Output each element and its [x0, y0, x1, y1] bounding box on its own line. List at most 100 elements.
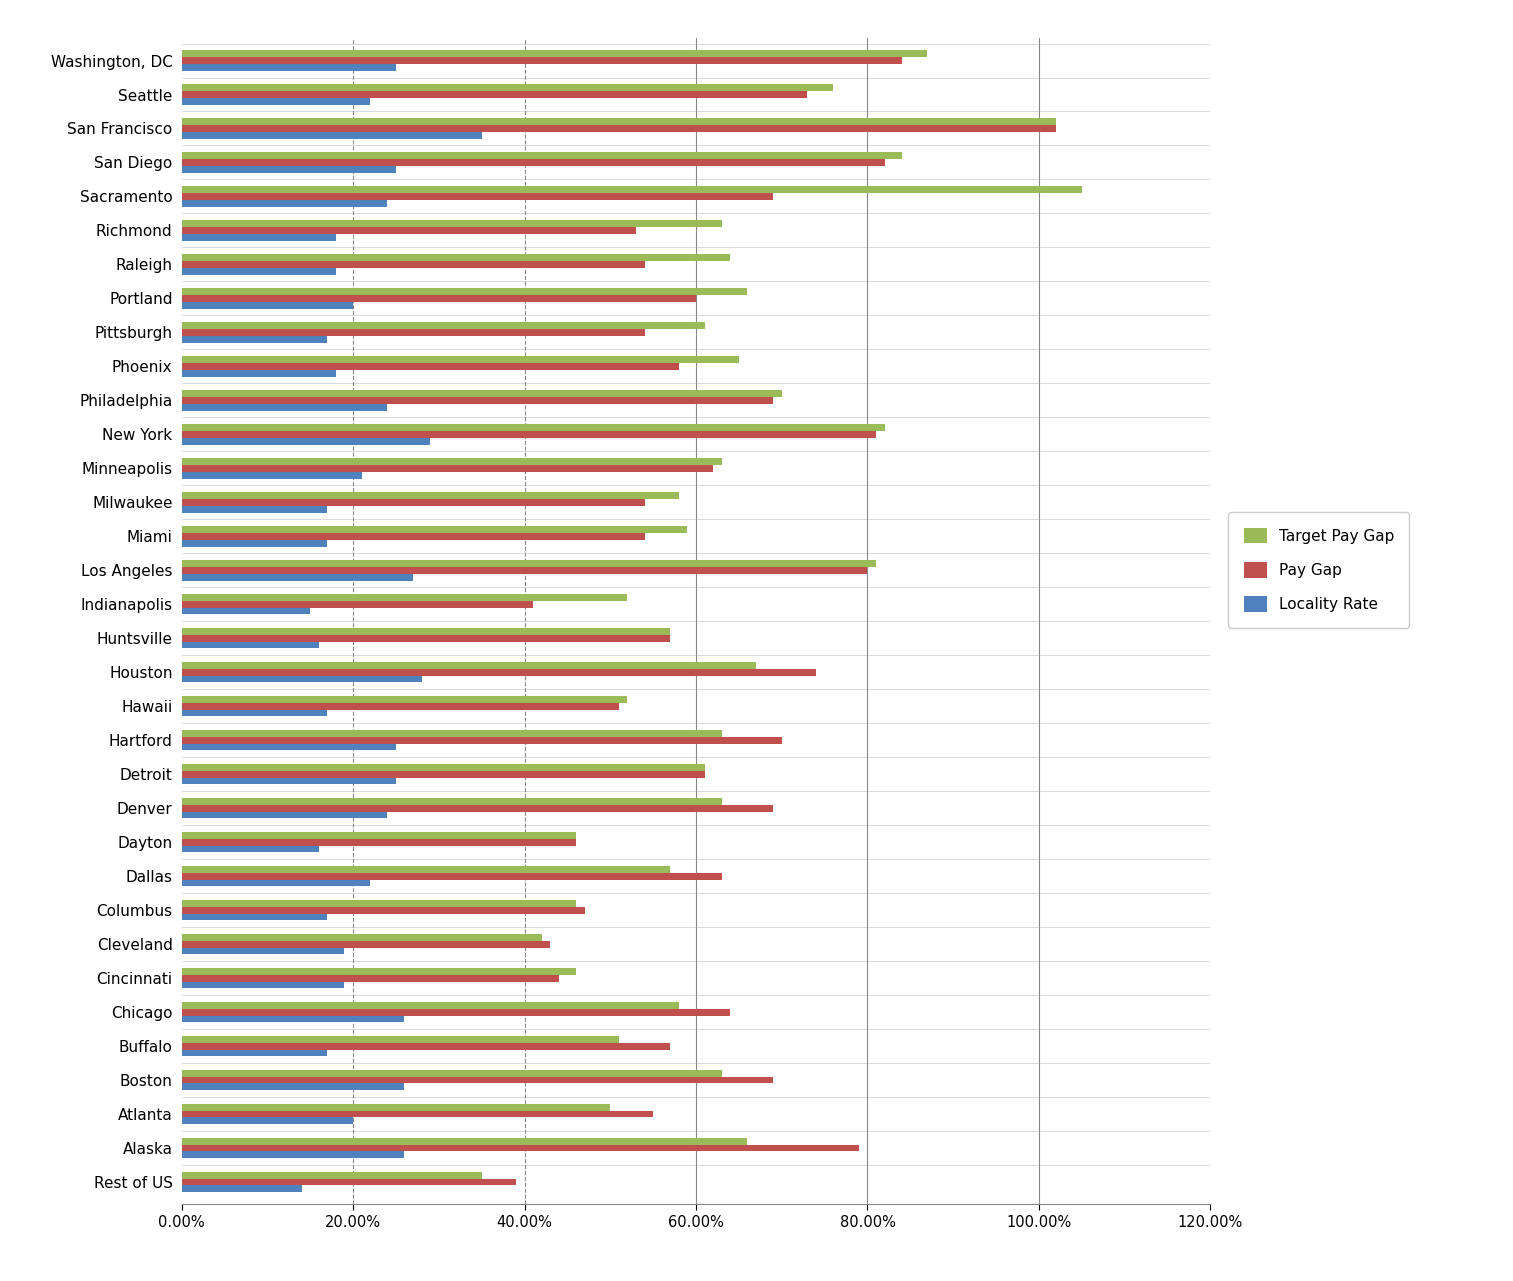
- Bar: [182, 1077, 773, 1084]
- Bar: [182, 193, 773, 200]
- Bar: [182, 430, 876, 438]
- Bar: [182, 506, 327, 512]
- Bar: [182, 526, 687, 533]
- Bar: [182, 1172, 481, 1179]
- Bar: [182, 560, 876, 567]
- Bar: [182, 159, 885, 165]
- Bar: [182, 118, 1056, 126]
- Bar: [182, 1111, 654, 1117]
- Bar: [182, 91, 808, 97]
- Bar: [182, 940, 551, 948]
- Bar: [182, 404, 387, 411]
- Bar: [182, 1070, 722, 1077]
- Bar: [182, 498, 645, 506]
- Bar: [182, 567, 867, 574]
- Bar: [182, 1016, 404, 1022]
- Bar: [182, 594, 628, 601]
- Bar: [182, 254, 731, 261]
- Bar: [182, 64, 396, 70]
- Legend: Target Pay Gap, Pay Gap, Locality Rate: Target Pay Gap, Pay Gap, Locality Rate: [1229, 512, 1410, 628]
- Bar: [182, 907, 584, 913]
- Bar: [182, 981, 345, 989]
- Bar: [182, 288, 747, 295]
- Bar: [182, 323, 705, 329]
- Bar: [182, 459, 722, 465]
- Bar: [182, 763, 705, 771]
- Bar: [182, 948, 345, 954]
- Bar: [182, 126, 1056, 132]
- Bar: [182, 165, 396, 173]
- Bar: [182, 1138, 747, 1145]
- Bar: [182, 798, 722, 804]
- Bar: [182, 465, 713, 471]
- Bar: [182, 186, 1082, 193]
- Bar: [182, 295, 696, 302]
- Bar: [182, 227, 635, 234]
- Bar: [182, 1084, 404, 1090]
- Bar: [182, 737, 782, 744]
- Bar: [182, 968, 576, 975]
- Bar: [182, 1117, 353, 1125]
- Bar: [182, 1036, 619, 1043]
- Bar: [182, 539, 327, 547]
- Bar: [182, 744, 396, 751]
- Bar: [182, 703, 619, 710]
- Bar: [182, 336, 327, 342]
- Bar: [182, 268, 336, 274]
- Bar: [182, 1145, 859, 1152]
- Bar: [182, 438, 430, 445]
- Bar: [182, 1179, 516, 1185]
- Bar: [182, 675, 422, 683]
- Bar: [182, 471, 362, 479]
- Bar: [182, 872, 722, 880]
- Bar: [182, 132, 481, 138]
- Bar: [182, 710, 327, 716]
- Bar: [182, 669, 816, 675]
- Bar: [182, 1152, 404, 1158]
- Bar: [182, 200, 387, 206]
- Bar: [182, 771, 705, 778]
- Bar: [182, 152, 902, 159]
- Bar: [182, 329, 645, 336]
- Bar: [182, 845, 319, 852]
- Bar: [182, 220, 722, 227]
- Bar: [182, 1002, 679, 1008]
- Bar: [182, 1049, 327, 1057]
- Bar: [182, 1104, 610, 1111]
- Bar: [182, 492, 679, 498]
- Bar: [182, 901, 576, 907]
- Bar: [182, 1185, 301, 1193]
- Bar: [182, 880, 371, 886]
- Bar: [182, 397, 773, 404]
- Bar: [182, 302, 353, 309]
- Bar: [182, 1008, 731, 1016]
- Bar: [182, 533, 645, 539]
- Bar: [182, 831, 576, 839]
- Bar: [182, 370, 336, 377]
- Bar: [182, 97, 371, 105]
- Bar: [182, 778, 396, 784]
- Bar: [182, 85, 834, 91]
- Bar: [182, 934, 542, 940]
- Bar: [182, 607, 310, 615]
- Bar: [182, 601, 533, 607]
- Bar: [182, 696, 628, 703]
- Bar: [182, 913, 327, 920]
- Bar: [182, 574, 413, 580]
- Bar: [182, 234, 336, 241]
- Bar: [182, 391, 782, 397]
- Bar: [182, 356, 738, 363]
- Bar: [182, 635, 670, 642]
- Bar: [182, 363, 679, 370]
- Bar: [182, 662, 756, 669]
- Bar: [182, 730, 722, 737]
- Bar: [182, 1043, 670, 1049]
- Bar: [182, 812, 387, 819]
- Bar: [182, 628, 670, 635]
- Bar: [182, 642, 319, 648]
- Bar: [182, 261, 645, 268]
- Bar: [182, 424, 885, 430]
- Bar: [182, 58, 902, 64]
- Bar: [182, 866, 670, 872]
- Bar: [182, 839, 576, 845]
